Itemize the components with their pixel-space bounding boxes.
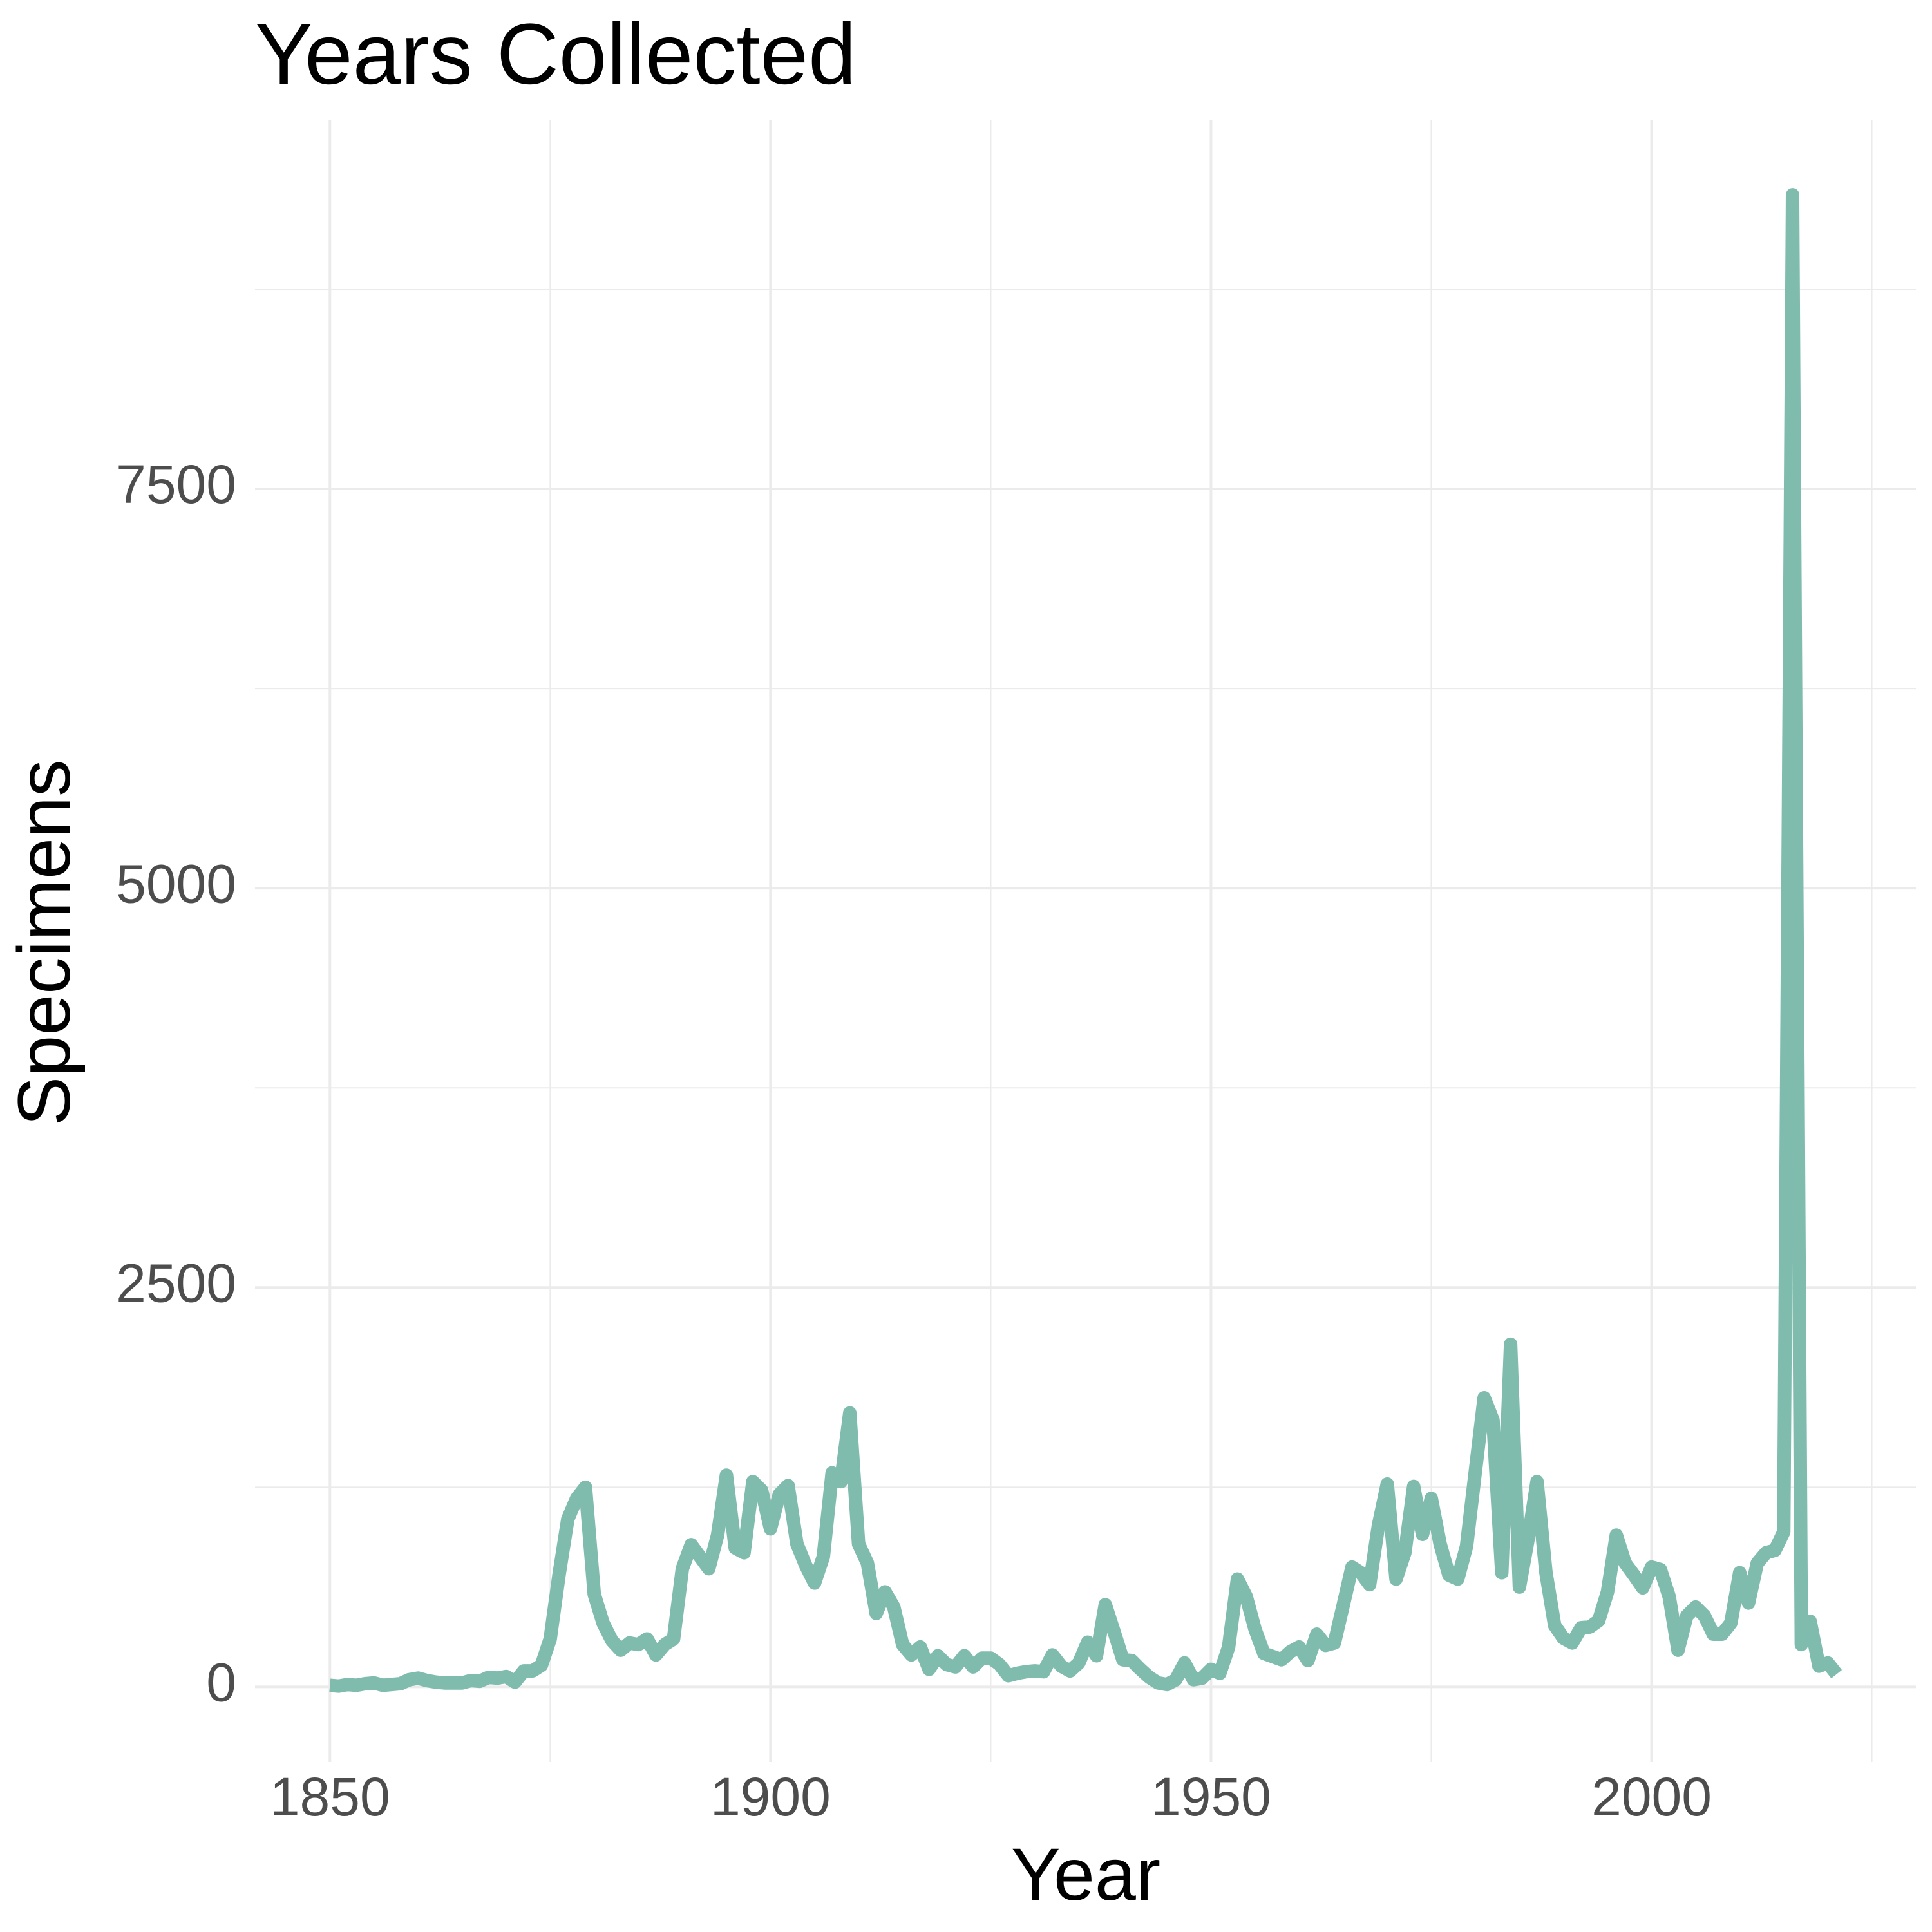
x-axis-title: Year [1011,1833,1160,1916]
x-tick-label: 1950 [1151,1766,1271,1827]
x-tick-label: 1850 [270,1766,390,1827]
x-tick-label: 1900 [710,1766,831,1827]
y-tick-label: 7500 [116,454,236,515]
y-tick-label: 0 [206,1653,236,1713]
x-tick-label: 2000 [1591,1766,1712,1827]
y-tick-label: 5000 [116,853,236,914]
y-axis-title: Specimens [3,760,86,1126]
chart-title: Years Collected [255,6,857,102]
y-tick-label: 2500 [116,1253,236,1313]
data-line [329,188,1842,1693]
